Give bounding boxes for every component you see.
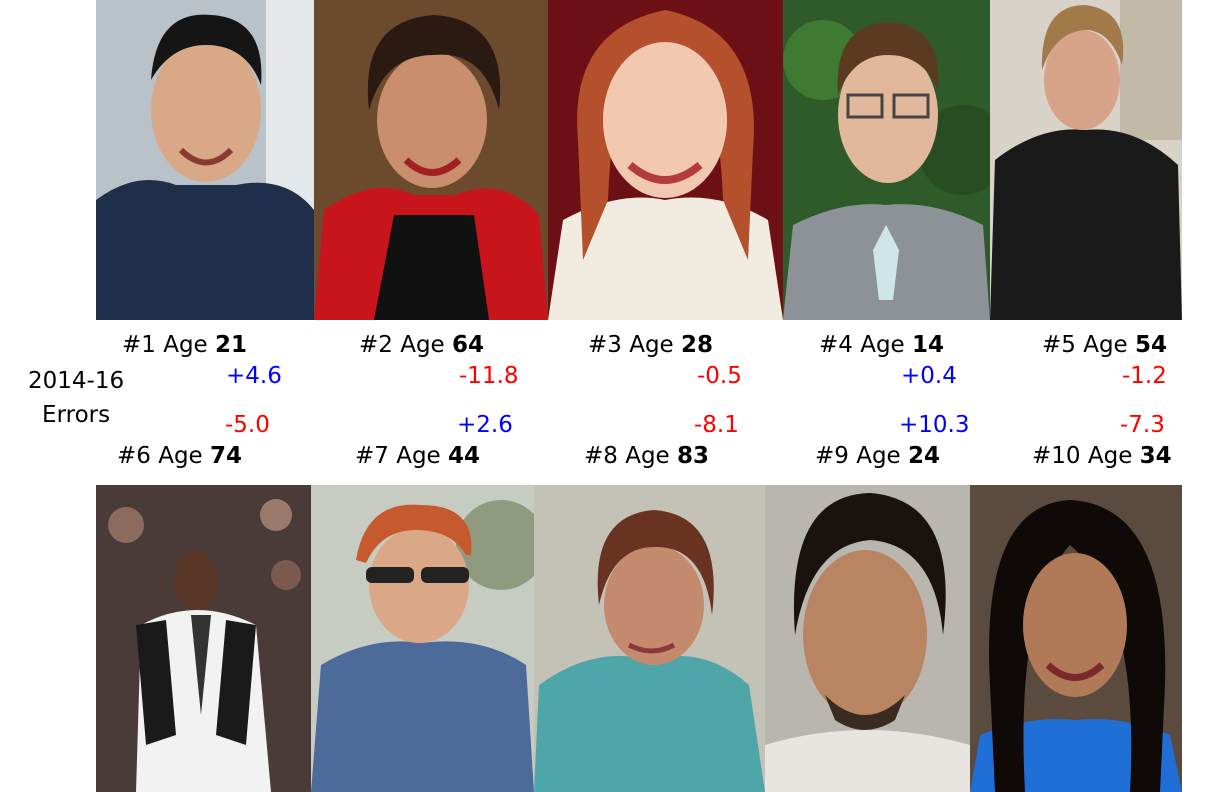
portrait-10 <box>970 485 1182 792</box>
person-6-error: -5.0 <box>225 412 270 438</box>
portrait-5 <box>990 0 1182 320</box>
person-5-error: -1.2 <box>1122 363 1167 389</box>
person-10-age: 34 <box>1139 443 1172 469</box>
person-1-label: #1 Age 21 <box>122 332 248 358</box>
person-6-age: 74 <box>210 443 243 469</box>
person-7-error: +2.6 <box>457 412 513 438</box>
person-4-label: #4 Age 14 <box>819 332 945 358</box>
person-3-age: 28 <box>681 332 714 358</box>
portrait-9 <box>765 485 970 792</box>
person-5-label: #5 Age 54 <box>1042 332 1168 358</box>
person-9-age: 24 <box>908 443 941 469</box>
person-10-label: #10 Age 34 <box>1032 443 1172 469</box>
portrait-2 <box>314 0 548 320</box>
person-5-age: 54 <box>1135 332 1168 358</box>
person-6-label: #6 Age 74 <box>117 443 243 469</box>
person-4-age: 14 <box>912 332 945 358</box>
person-1-age: 21 <box>215 332 248 358</box>
person-10-error: -7.3 <box>1120 412 1165 438</box>
portrait-6 <box>96 485 311 792</box>
person-8-age: 83 <box>677 443 710 469</box>
person-9-error: +10.3 <box>899 412 970 438</box>
portrait-7 <box>311 485 534 792</box>
person-3-error: -0.5 <box>697 363 742 389</box>
person-2-label: #2 Age 64 <box>359 332 485 358</box>
person-8-label: #8 Age 83 <box>584 443 710 469</box>
person-4-error: +0.4 <box>901 363 957 389</box>
person-1-error: +4.6 <box>226 363 282 389</box>
person-9-label: #9 Age 24 <box>815 443 941 469</box>
portrait-1 <box>96 0 314 320</box>
person-7-age: 44 <box>448 443 481 469</box>
portrait-4 <box>783 0 990 320</box>
person-7-label: #7 Age 44 <box>355 443 481 469</box>
errors-side-label: 2014-16 Errors <box>28 368 125 428</box>
portrait-8 <box>534 485 765 792</box>
person-2-age: 64 <box>452 332 485 358</box>
person-2-error: -11.8 <box>459 363 519 389</box>
portrait-3 <box>548 0 783 320</box>
person-8-error: -8.1 <box>694 412 739 438</box>
person-3-label: #3 Age 28 <box>588 332 714 358</box>
